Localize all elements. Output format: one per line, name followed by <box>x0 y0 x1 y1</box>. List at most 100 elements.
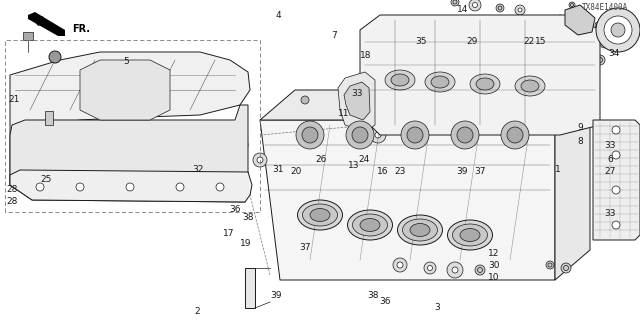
Text: 39: 39 <box>456 167 468 177</box>
Text: 11: 11 <box>339 108 349 117</box>
Circle shape <box>49 51 61 63</box>
Circle shape <box>407 127 423 143</box>
Text: 20: 20 <box>291 167 301 177</box>
Bar <box>45 111 53 125</box>
Circle shape <box>24 179 36 191</box>
Text: 28: 28 <box>6 186 18 195</box>
Circle shape <box>612 126 620 134</box>
Circle shape <box>612 151 620 159</box>
Circle shape <box>452 267 458 273</box>
Ellipse shape <box>360 219 380 231</box>
Text: 33: 33 <box>604 140 616 149</box>
Circle shape <box>604 16 632 44</box>
Circle shape <box>611 23 625 37</box>
Polygon shape <box>25 166 35 174</box>
Circle shape <box>428 266 433 270</box>
Circle shape <box>451 121 479 149</box>
Polygon shape <box>338 72 375 132</box>
Circle shape <box>569 2 575 8</box>
Polygon shape <box>555 90 590 280</box>
Text: 32: 32 <box>192 165 204 174</box>
Circle shape <box>28 182 33 188</box>
Text: 16: 16 <box>377 167 388 177</box>
Circle shape <box>257 157 263 163</box>
Circle shape <box>457 127 473 143</box>
Circle shape <box>561 263 571 273</box>
Ellipse shape <box>391 74 409 86</box>
Circle shape <box>232 137 248 153</box>
Text: 6: 6 <box>607 156 613 164</box>
Circle shape <box>237 142 243 148</box>
Circle shape <box>393 258 407 272</box>
Circle shape <box>384 118 392 126</box>
Text: FR.: FR. <box>72 24 90 34</box>
Text: 2: 2 <box>194 307 200 316</box>
Text: 17: 17 <box>223 228 235 237</box>
Text: 25: 25 <box>40 175 52 185</box>
Circle shape <box>126 183 134 191</box>
Ellipse shape <box>397 215 442 245</box>
Circle shape <box>451 0 459 6</box>
Circle shape <box>447 262 463 278</box>
Circle shape <box>301 96 309 104</box>
Text: 39: 39 <box>270 291 282 300</box>
Circle shape <box>475 265 485 275</box>
Text: 26: 26 <box>316 156 326 164</box>
Circle shape <box>302 127 318 143</box>
Ellipse shape <box>403 219 438 241</box>
Bar <box>23 32 33 40</box>
Circle shape <box>28 167 33 172</box>
Ellipse shape <box>515 76 545 96</box>
Text: 29: 29 <box>467 37 477 46</box>
Text: 19: 19 <box>240 238 252 247</box>
Circle shape <box>401 121 429 149</box>
Ellipse shape <box>385 70 415 90</box>
Text: 31: 31 <box>272 165 284 174</box>
Circle shape <box>424 262 436 274</box>
Text: 37: 37 <box>300 243 311 252</box>
Text: 10: 10 <box>488 274 500 283</box>
Text: 36: 36 <box>229 205 241 214</box>
Text: 33: 33 <box>604 210 616 219</box>
Polygon shape <box>593 120 640 240</box>
Circle shape <box>612 221 620 229</box>
Circle shape <box>612 186 620 194</box>
Circle shape <box>176 183 184 191</box>
Polygon shape <box>260 120 555 280</box>
Text: 38: 38 <box>243 213 253 222</box>
Text: 21: 21 <box>8 94 20 103</box>
Ellipse shape <box>521 80 539 92</box>
Circle shape <box>445 98 451 102</box>
Polygon shape <box>80 60 170 120</box>
Text: 13: 13 <box>348 161 360 170</box>
Circle shape <box>346 121 374 149</box>
Circle shape <box>546 261 554 269</box>
Polygon shape <box>10 52 250 185</box>
Circle shape <box>596 8 640 52</box>
Circle shape <box>557 15 563 21</box>
Circle shape <box>216 183 224 191</box>
Circle shape <box>375 132 381 138</box>
Circle shape <box>472 3 477 7</box>
Circle shape <box>296 121 324 149</box>
Polygon shape <box>10 105 248 202</box>
Text: 22: 22 <box>524 37 534 46</box>
Circle shape <box>76 183 84 191</box>
Ellipse shape <box>425 72 455 92</box>
Circle shape <box>501 121 529 149</box>
Text: 5: 5 <box>123 58 129 67</box>
Text: 38: 38 <box>367 291 379 300</box>
Circle shape <box>426 94 434 102</box>
Ellipse shape <box>447 220 493 250</box>
Polygon shape <box>344 82 370 120</box>
Text: 24: 24 <box>358 156 370 164</box>
Polygon shape <box>260 90 590 120</box>
Text: 1: 1 <box>555 165 561 174</box>
Text: 15: 15 <box>535 37 547 46</box>
Circle shape <box>599 36 611 48</box>
Text: 12: 12 <box>488 250 500 259</box>
Polygon shape <box>565 5 595 35</box>
Text: 37: 37 <box>474 167 486 177</box>
Text: 14: 14 <box>458 5 468 14</box>
Text: 28: 28 <box>6 197 18 206</box>
